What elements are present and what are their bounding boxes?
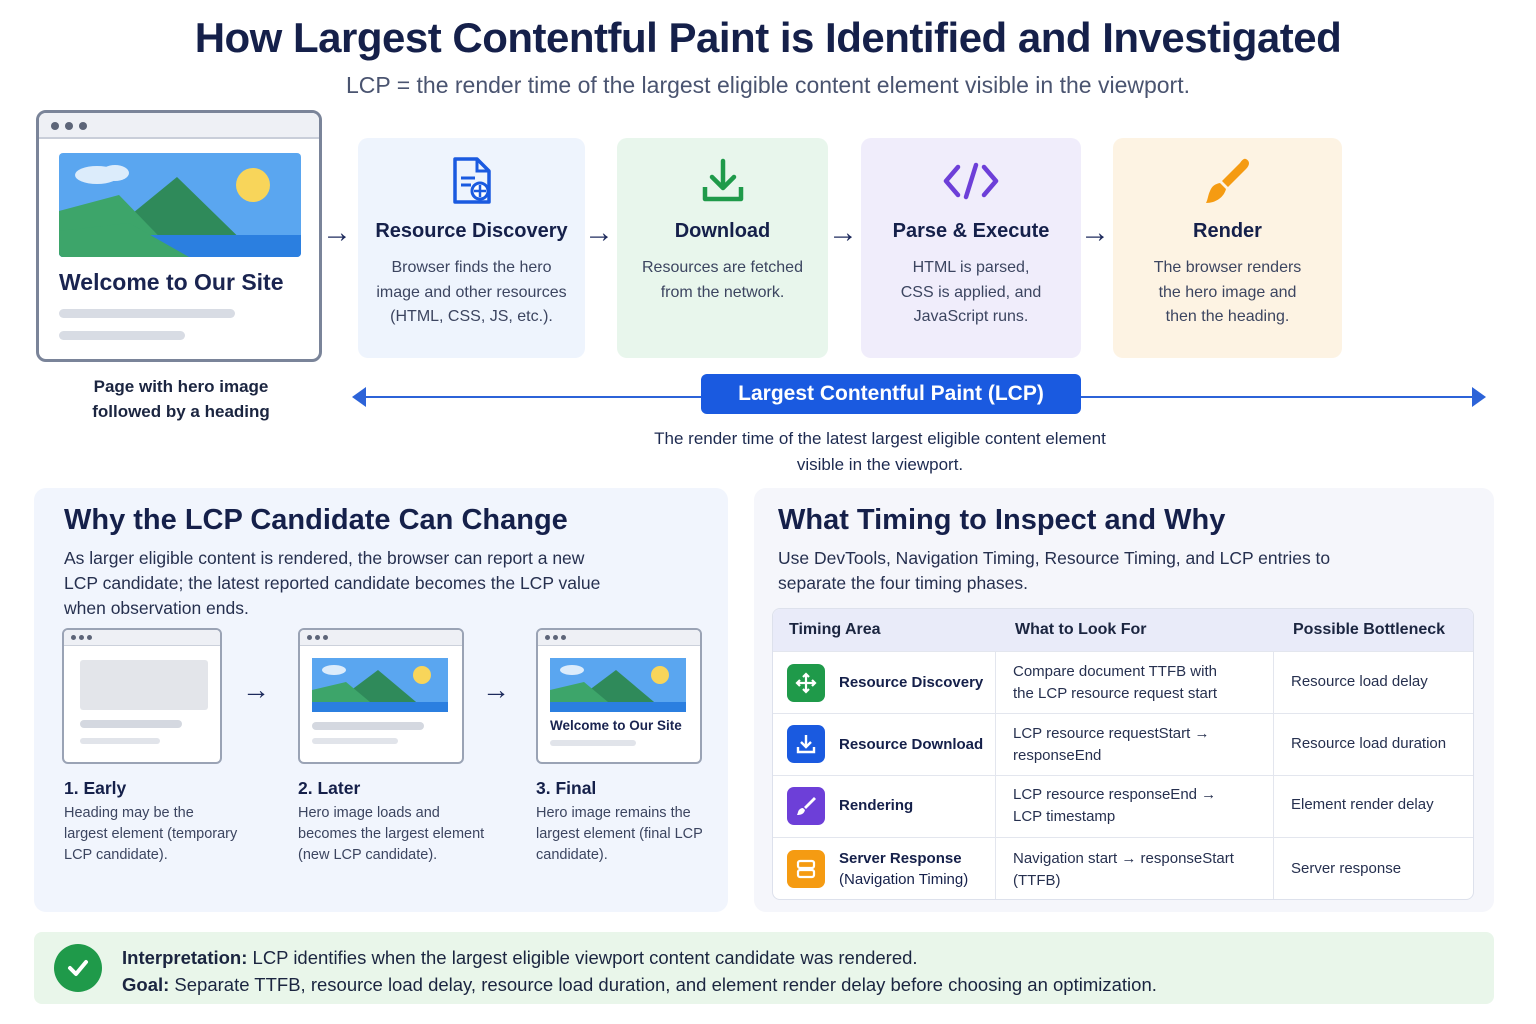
landscape-icon: [59, 153, 301, 257]
server-icon: [787, 850, 825, 888]
column-header: Timing Area: [789, 621, 881, 638]
paintbrush-icon: [787, 787, 825, 825]
timing-table: Timing Area What to Look For Possible Bo…: [772, 608, 1474, 900]
arrow-left-icon: [352, 387, 366, 407]
step-title: Parse & Execute: [892, 220, 1050, 242]
browser-mockup: Welcome to Our Site: [36, 110, 322, 362]
stage-description: Hero image remains the largest element (f…: [536, 805, 703, 863]
flow-arrow-icon: →: [584, 216, 614, 249]
step-title: Resource Discovery: [375, 220, 568, 242]
column-header: Possible Bottleneck: [1293, 621, 1446, 638]
table-row: Rendering LCP resource responseEnd → LCP …: [773, 775, 1473, 837]
mini-browser-early: [62, 628, 222, 764]
mini-browser-final: Welcome to Our Site: [536, 628, 702, 764]
table-header: Timing Area What to Look For Possible Bo…: [773, 609, 1473, 651]
possible-bottleneck: Element render delay: [1291, 796, 1434, 813]
step-title: Render: [1193, 220, 1262, 242]
candidate-panel: Why the LCP Candidate Can Change As larg…: [34, 488, 728, 912]
flow-arrow-icon: →: [482, 674, 510, 705]
code-icon: [861, 154, 1081, 208]
table-row: Resource Download LCP resource requestSt…: [773, 713, 1473, 775]
arrow-right-icon: [1472, 387, 1486, 407]
window-dot-icon: [79, 122, 87, 130]
column-header: What to Look For: [1015, 621, 1147, 638]
hero-heading: Welcome to Our Site: [59, 269, 284, 295]
what-to-look-for: LCP resource requestStart → responseEnd: [1013, 725, 1210, 764]
stage-description: Hero image loads and becomes the largest …: [298, 805, 485, 863]
stage-description: Heading may be the largest element (tempo…: [64, 805, 238, 863]
browser-caption: Page with hero image followed by a headi…: [36, 374, 326, 424]
step-title: Download: [674, 220, 771, 242]
what-to-look-for: LCP resource responseEnd → LCP timestamp: [1013, 786, 1217, 825]
download-icon: [617, 154, 828, 208]
step-description: HTML is parsed, CSS is applied, and JavaSc…: [900, 259, 1042, 325]
flow-arrow-icon: →: [1080, 216, 1110, 249]
window-dot-icon: [65, 122, 73, 130]
panel-title: What Timing to Inspect and Why: [778, 504, 1226, 536]
lcp-note: The render time of the latest largest el…: [654, 429, 1106, 474]
move-arrows-icon: [787, 664, 825, 702]
step-download: Download Resources are fetched from the n…: [617, 138, 828, 358]
browser-titlebar: [39, 113, 319, 139]
table-row: Server Response (Navigation Timing) Navig…: [773, 837, 1473, 899]
document-search-icon: [358, 154, 585, 208]
panel-text: Use DevTools, Navigation Timing, Resourc…: [778, 548, 1331, 593]
possible-bottleneck: Resource load delay: [1291, 673, 1428, 690]
text-placeholder-line: [59, 331, 185, 340]
page-subtitle: LCP = the render time of the largest eli…: [345, 72, 1190, 98]
interpretation-banner: Interpretation: LCP identifies when the …: [34, 932, 1494, 1004]
panel-text: As larger eligible content is rendered, …: [64, 548, 601, 618]
step-description: Browser finds the hero image and other re…: [376, 259, 567, 325]
flow-arrow-icon: →: [242, 674, 270, 705]
table-row: Resource Discovery Compare document TTFB…: [773, 651, 1473, 713]
flow-arrow-icon: →: [322, 216, 352, 249]
what-to-look-for: Compare document TTFB with the LCP resour…: [1013, 663, 1217, 702]
what-to-look-for: Navigation start → responseStart (TTFB): [1013, 850, 1234, 889]
step-render: Render The browser renders the hero image…: [1113, 138, 1342, 358]
caption-line: followed by a heading: [92, 402, 270, 421]
goal-line: Goal: Separate TTFB, resource load delay…: [122, 974, 1157, 995]
timing-area: Resource Download: [839, 736, 984, 753]
step-description: The browser renders the hero image and the…: [1153, 259, 1302, 325]
window-dot-icon: [51, 122, 59, 130]
step-parse-execute: Parse & Execute HTML is parsed, CSS is ap…: [861, 138, 1081, 358]
caption-line: Page with hero image: [93, 377, 269, 396]
stage-title: 2. Later: [298, 778, 361, 798]
landscape-icon: [550, 658, 686, 712]
checkmark-icon: [54, 944, 102, 992]
mini-heading: Welcome to Our Site: [550, 718, 682, 733]
flow-arrow-icon: →: [828, 216, 858, 249]
timing-area: Rendering: [839, 797, 914, 814]
download-icon: [787, 725, 825, 763]
panel-title: Why the LCP Candidate Can Change: [64, 504, 568, 536]
landscape-icon: [312, 658, 448, 712]
step-resource-discovery: Resource Discovery Browser finds the her…: [358, 138, 585, 358]
timing-area: Server Response (Navigation Timing): [839, 850, 969, 888]
step-description: Resources are fetched from the network.: [642, 259, 803, 301]
text-placeholder-line: [59, 309, 235, 318]
mini-browser-later: [298, 628, 464, 764]
interpretation-line: Interpretation: LCP identifies when the …: [122, 947, 918, 968]
paintbrush-icon: [1113, 154, 1342, 208]
timing-area: Resource Discovery: [839, 674, 984, 691]
lcp-label: Largest Contentful Paint (LCP): [701, 374, 1081, 414]
possible-bottleneck: Resource load duration: [1291, 735, 1447, 752]
page-title: How Largest Contentful Paint is Identifi…: [194, 14, 1342, 61]
hero-image: [59, 153, 301, 257]
timing-panel: What Timing to Inspect and Why Use DevTo…: [754, 488, 1494, 912]
stage-title: 3. Final: [536, 778, 597, 798]
stage-title: 1. Early: [64, 778, 127, 798]
possible-bottleneck: Server response: [1291, 860, 1402, 877]
